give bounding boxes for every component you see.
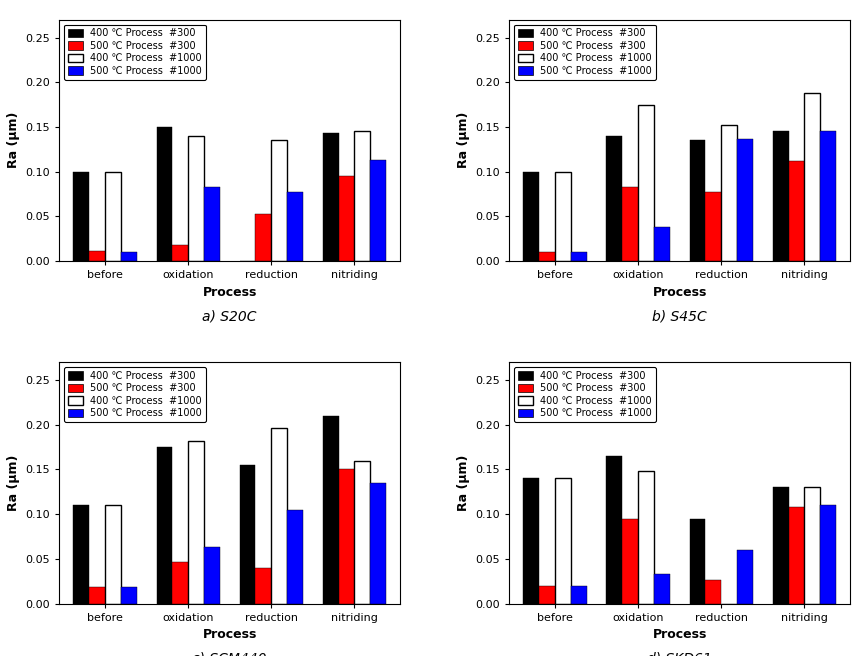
Text: a) S20C: a) S20C (202, 309, 257, 323)
Bar (240, 465, 255, 604)
Bar (555, 478, 571, 604)
Bar (788, 161, 805, 261)
Bar (737, 140, 752, 261)
Bar (121, 252, 136, 261)
Bar (105, 172, 121, 261)
Bar (74, 505, 89, 604)
Bar (690, 140, 705, 261)
Bar (654, 227, 669, 261)
Bar (272, 428, 287, 604)
Bar (370, 483, 386, 604)
X-axis label: Process: Process (652, 285, 707, 298)
Y-axis label: Ra (μm): Ra (μm) (7, 112, 20, 169)
Bar (105, 505, 121, 604)
Y-axis label: Ra (μm): Ra (μm) (457, 455, 470, 511)
X-axis label: Process: Process (202, 628, 257, 641)
Bar (820, 505, 836, 604)
Bar (157, 447, 172, 604)
Bar (622, 519, 638, 604)
Bar (539, 586, 555, 604)
Bar (805, 93, 820, 261)
Bar (638, 104, 654, 261)
Bar (339, 176, 355, 261)
Bar (607, 456, 622, 604)
Bar (157, 127, 172, 261)
Bar (820, 131, 836, 261)
Bar (737, 550, 752, 604)
Legend: 400 ℃ Process  #300, 500 ℃ Process  #300, 400 ℃ Process  #1000, 500 ℃ Process  #: 400 ℃ Process #300, 500 ℃ Process #300, … (514, 24, 656, 79)
Bar (172, 562, 189, 604)
Bar (622, 187, 638, 261)
Bar (323, 133, 339, 261)
Bar (690, 519, 705, 604)
Bar (287, 510, 303, 604)
Bar (89, 586, 105, 604)
Bar (638, 471, 654, 604)
Bar (607, 136, 622, 261)
Bar (204, 187, 219, 261)
Legend: 400 ℃ Process  #300, 500 ℃ Process  #300, 400 ℃ Process  #1000, 500 ℃ Process  #: 400 ℃ Process #300, 500 ℃ Process #300, … (64, 367, 206, 422)
Bar (355, 461, 370, 604)
Bar (355, 131, 370, 261)
Legend: 400 ℃ Process  #300, 500 ℃ Process  #300, 400 ℃ Process  #1000, 500 ℃ Process  #: 400 ℃ Process #300, 500 ℃ Process #300, … (64, 24, 206, 79)
Bar (571, 586, 586, 604)
X-axis label: Process: Process (652, 628, 707, 641)
Text: d) SKD61: d) SKD61 (647, 652, 712, 656)
Bar (189, 441, 204, 604)
Bar (323, 416, 339, 604)
Bar (89, 251, 105, 261)
Bar (705, 581, 722, 604)
Bar (370, 160, 386, 261)
Y-axis label: Ra (μm): Ra (μm) (7, 455, 20, 511)
Bar (339, 470, 355, 604)
Y-axis label: Ra (μm): Ra (μm) (457, 112, 470, 169)
Bar (654, 574, 669, 604)
Bar (524, 172, 539, 261)
Legend: 400 ℃ Process  #300, 500 ℃ Process  #300, 400 ℃ Process  #1000, 500 ℃ Process  #: 400 ℃ Process #300, 500 ℃ Process #300, … (514, 367, 656, 422)
Bar (705, 192, 722, 261)
X-axis label: Process: Process (202, 285, 257, 298)
Bar (773, 487, 788, 604)
Bar (272, 140, 287, 261)
Bar (805, 487, 820, 604)
Bar (539, 252, 555, 261)
Text: b) S45C: b) S45C (652, 309, 707, 323)
Bar (204, 547, 219, 604)
Bar (722, 125, 737, 261)
Bar (788, 507, 805, 604)
Bar (172, 245, 189, 261)
Bar (255, 214, 272, 261)
Bar (74, 172, 89, 261)
Text: c) SCM440: c) SCM440 (193, 652, 267, 656)
Bar (189, 136, 204, 261)
Bar (571, 252, 586, 261)
Bar (287, 192, 303, 261)
Bar (255, 568, 272, 604)
Bar (555, 172, 571, 261)
Bar (121, 586, 136, 604)
Bar (773, 131, 788, 261)
Bar (524, 478, 539, 604)
